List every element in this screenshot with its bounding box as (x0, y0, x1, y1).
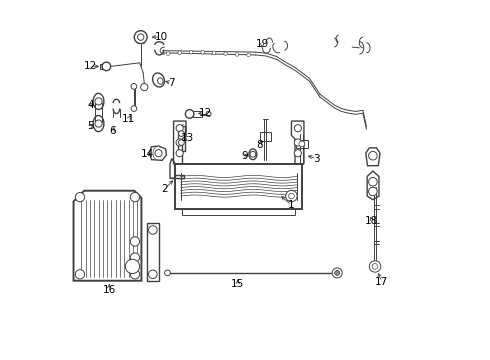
Circle shape (167, 52, 170, 55)
Text: 13: 13 (180, 133, 194, 143)
Text: 18: 18 (365, 216, 378, 226)
Circle shape (185, 110, 194, 118)
Circle shape (95, 98, 102, 105)
Circle shape (299, 141, 305, 147)
Circle shape (131, 106, 137, 111)
Circle shape (155, 150, 162, 157)
Text: 8: 8 (256, 140, 263, 150)
Circle shape (201, 50, 204, 54)
Circle shape (294, 139, 301, 146)
Circle shape (372, 264, 378, 269)
Circle shape (368, 177, 377, 186)
Circle shape (212, 51, 216, 55)
Circle shape (247, 53, 250, 57)
Circle shape (189, 50, 193, 54)
Circle shape (148, 270, 157, 279)
Circle shape (250, 152, 256, 157)
Circle shape (125, 259, 140, 274)
Polygon shape (100, 64, 106, 69)
Circle shape (131, 84, 137, 89)
Circle shape (138, 34, 144, 40)
Circle shape (206, 111, 211, 116)
Circle shape (130, 193, 140, 202)
Circle shape (235, 53, 239, 56)
Circle shape (130, 270, 140, 279)
Text: 14: 14 (141, 149, 154, 159)
Circle shape (134, 31, 147, 44)
Circle shape (286, 190, 297, 202)
Text: 9: 9 (241, 151, 247, 161)
Circle shape (148, 226, 157, 234)
Text: 3: 3 (313, 154, 320, 163)
Circle shape (294, 150, 301, 157)
Circle shape (75, 193, 85, 202)
Text: 7: 7 (169, 78, 175, 88)
Circle shape (332, 268, 342, 278)
Circle shape (130, 253, 140, 262)
Circle shape (176, 139, 183, 146)
Text: 12: 12 (84, 62, 98, 71)
Circle shape (368, 187, 377, 196)
Text: 10: 10 (154, 32, 168, 42)
Text: 2: 2 (161, 184, 168, 194)
Text: 5: 5 (87, 121, 94, 131)
Circle shape (176, 150, 183, 157)
Circle shape (294, 125, 301, 132)
Text: 15: 15 (231, 279, 245, 289)
Text: 19: 19 (255, 39, 269, 49)
Circle shape (178, 131, 184, 136)
Circle shape (141, 84, 148, 91)
Circle shape (369, 261, 381, 272)
Circle shape (75, 270, 85, 279)
Text: 4: 4 (87, 100, 94, 110)
Text: 6: 6 (110, 126, 116, 136)
Circle shape (289, 193, 294, 199)
Circle shape (178, 51, 181, 54)
Text: 1: 1 (288, 200, 295, 210)
Text: 16: 16 (102, 285, 116, 295)
Circle shape (368, 152, 377, 160)
Text: 11: 11 (122, 113, 136, 123)
Circle shape (165, 270, 171, 276)
Circle shape (224, 52, 227, 55)
Circle shape (102, 62, 111, 71)
Circle shape (178, 140, 184, 145)
Text: 17: 17 (375, 277, 388, 287)
Circle shape (130, 237, 140, 246)
Text: 12: 12 (199, 108, 212, 118)
Circle shape (176, 125, 183, 132)
Circle shape (95, 120, 102, 127)
Circle shape (335, 270, 340, 275)
